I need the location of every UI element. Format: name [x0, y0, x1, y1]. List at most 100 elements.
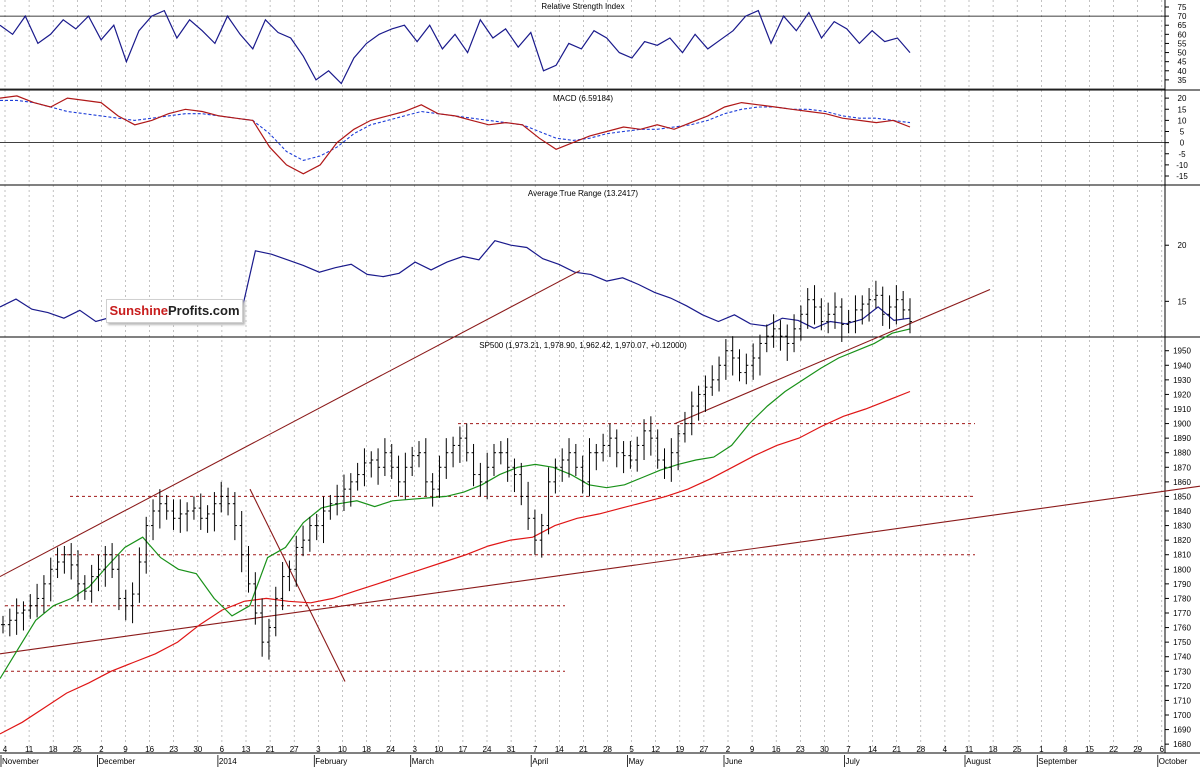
x-tick-label: 12 — [651, 745, 660, 754]
price-bar — [389, 443, 394, 479]
y-tick-label: 0 — [1180, 139, 1185, 148]
month-label: September — [1038, 757, 1077, 766]
price-bar — [369, 451, 374, 478]
price-bar — [362, 448, 367, 487]
price-bar — [130, 582, 135, 624]
price-bar — [567, 438, 572, 478]
price-bar — [382, 438, 387, 477]
x-tick-label: 18 — [49, 745, 58, 754]
price-bar — [355, 462, 360, 491]
price-bar — [553, 458, 558, 494]
price-bar — [580, 455, 585, 494]
price-bar — [560, 448, 565, 482]
price-bar — [151, 499, 156, 541]
price-bar — [546, 467, 551, 535]
month-label: April — [532, 757, 548, 766]
price-bar — [416, 441, 421, 468]
y-tick-label: 1810 — [1173, 551, 1191, 560]
y-tick-label: 1920 — [1173, 390, 1191, 399]
price-bar — [642, 419, 647, 460]
y-tick-label: 50 — [1178, 49, 1187, 58]
price-bar — [492, 443, 497, 477]
y-tick-label: 45 — [1178, 58, 1187, 67]
x-tick-label: 15 — [1085, 745, 1094, 754]
price-bar — [314, 513, 319, 541]
moving-average-fast — [0, 328, 911, 679]
x-tick-label: 9 — [750, 745, 755, 754]
price-bar — [860, 295, 865, 325]
y-tick-label: -15 — [1176, 172, 1188, 181]
x-tick-label: 21 — [579, 745, 588, 754]
y-tick-label: 15 — [1178, 297, 1187, 306]
price-bar — [621, 441, 626, 474]
x-tick-label: 16 — [145, 745, 154, 754]
x-tick-label: 18 — [362, 745, 371, 754]
price-bar — [144, 516, 149, 574]
panel-title: Relative Strength Index — [541, 2, 624, 11]
price-bar — [69, 543, 74, 580]
x-tick-label: 11 — [25, 745, 34, 754]
month-label: 2014 — [219, 757, 237, 766]
price-bar — [41, 575, 46, 613]
x-tick-label: 14 — [868, 745, 877, 754]
x-tick-label: 13 — [242, 745, 251, 754]
price-bar — [757, 334, 762, 376]
y-tick-label: 1930 — [1173, 376, 1191, 385]
y-tick-label: 1860 — [1173, 478, 1191, 487]
price-bar — [35, 583, 40, 618]
y-tick-label: 1840 — [1173, 507, 1191, 516]
logo-text-sunshine: Sunshine — [109, 303, 168, 318]
price-bar — [764, 324, 769, 353]
price-bar — [410, 446, 415, 477]
logo-text-profits: Profits.com — [168, 303, 240, 318]
price-bar — [710, 365, 715, 396]
sunshine-profits-logo[interactable]: SunshineProfits.com — [106, 299, 243, 323]
price-bar — [430, 473, 435, 507]
price-bar — [798, 305, 803, 341]
price-bar — [655, 429, 660, 469]
y-tick-label: 70 — [1178, 12, 1187, 21]
price-bar — [601, 433, 606, 462]
y-tick-label: -5 — [1178, 150, 1186, 159]
price-bar — [89, 564, 94, 603]
x-tick-label: 22 — [1109, 745, 1118, 754]
y-tick-label: 40 — [1178, 67, 1187, 76]
x-tick-label: 10 — [338, 745, 347, 754]
month-label: July — [846, 757, 860, 766]
price-bar — [76, 550, 81, 602]
price-bar — [82, 575, 87, 600]
y-tick-label: 1800 — [1173, 565, 1191, 574]
price-bar — [880, 286, 885, 326]
price-bar — [157, 489, 162, 529]
price-bar — [62, 545, 67, 574]
price-bar — [171, 499, 176, 530]
price-bar — [307, 516, 312, 552]
price-bar — [505, 438, 510, 482]
price-bar — [178, 499, 183, 533]
rsi-line — [0, 9, 911, 85]
y-tick-label: 1870 — [1173, 463, 1191, 472]
price-bar — [526, 481, 531, 530]
month-label: December — [98, 757, 135, 766]
x-tick-label: 4 — [943, 745, 948, 754]
price-bar — [403, 452, 408, 500]
price-bar — [464, 423, 469, 462]
panel-title: MACD (6.59184) — [553, 94, 613, 103]
x-tick-label: 27 — [290, 745, 299, 754]
price-bar — [669, 438, 674, 482]
price-bar — [696, 385, 701, 421]
price-bar — [628, 441, 633, 469]
price-bar — [396, 455, 401, 497]
y-tick-label: 65 — [1178, 21, 1187, 30]
price-bar — [839, 298, 844, 342]
x-tick-label: 1 — [1039, 745, 1044, 754]
trend-line — [0, 270, 581, 578]
month-label: November — [2, 757, 39, 766]
x-tick-label: 30 — [820, 745, 829, 754]
price-bar — [7, 608, 12, 637]
price-bar — [212, 492, 217, 532]
price-bar — [321, 496, 326, 544]
y-tick-label: 1830 — [1173, 522, 1191, 531]
x-tick-label: 29 — [1133, 745, 1142, 754]
x-tick-label: 14 — [555, 745, 564, 754]
